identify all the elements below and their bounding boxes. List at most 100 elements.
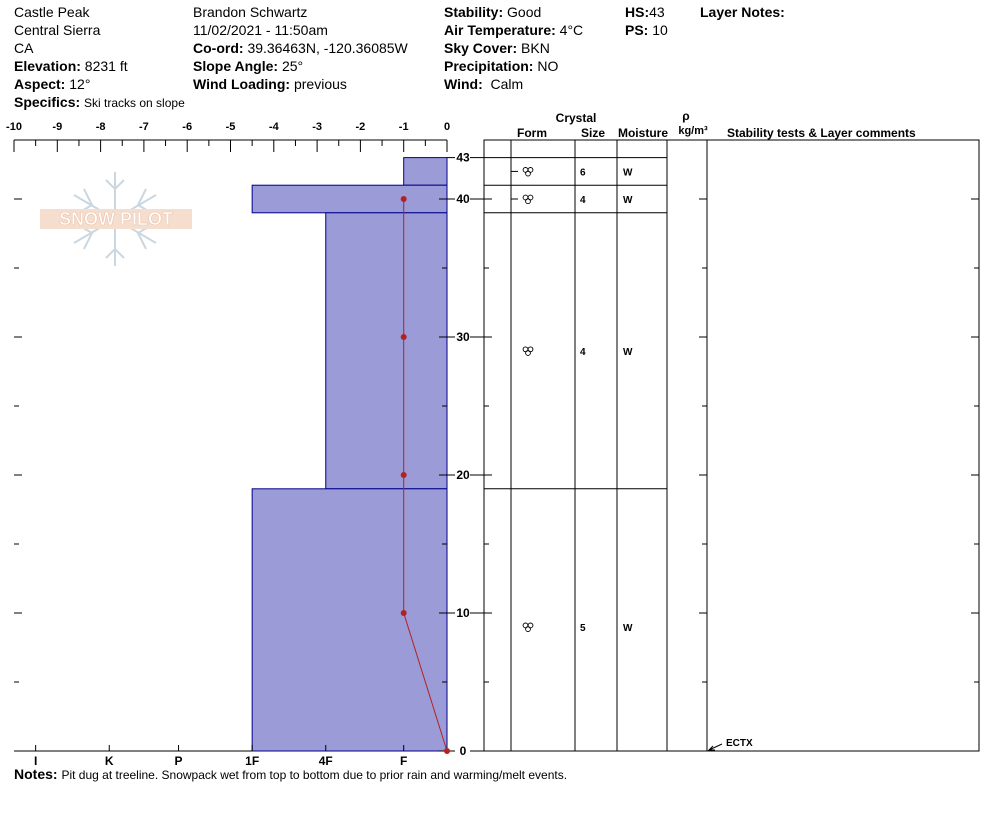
coordinates: Co-ord: 39.36463N, -120.36085W	[193, 40, 408, 57]
crystal-header: Crystal	[556, 111, 597, 125]
temp-tick-label: -4	[269, 121, 280, 133]
temp-tick-label: -9	[52, 121, 62, 133]
stability-label: Stability:	[444, 4, 504, 20]
depth-tick-label: 43	[456, 151, 470, 165]
wind-loading: Wind Loading: previous	[193, 76, 347, 93]
layer-size: 4	[580, 347, 586, 358]
hardness-bar	[325, 212, 448, 490]
slope-label: Slope Angle:	[193, 58, 279, 74]
temp-tick-label: -7	[139, 121, 149, 133]
stability-test-label: ECTX	[726, 738, 753, 749]
depth-tick-label: 10	[456, 606, 470, 620]
ps: PS: 10	[625, 22, 668, 39]
notes: Notes: Pit dug at treeline. Snowpack wet…	[14, 766, 567, 784]
wind-value: Calm	[490, 76, 524, 92]
layer-size: 4	[580, 195, 586, 206]
elevation-value: 8231 ft	[84, 58, 128, 74]
size-header: Size	[581, 126, 605, 140]
wind-loading-label: Wind Loading:	[193, 76, 291, 92]
depth-tick-label: 30	[456, 330, 470, 344]
depth-tick-label: 40	[456, 192, 470, 206]
stability-value: Good	[507, 4, 542, 20]
layer-size: 6	[580, 167, 586, 178]
hs: HS:43	[625, 4, 665, 21]
elevation-label: Elevation:	[14, 58, 81, 74]
snowpilot-logo: SNOW PILOT	[40, 172, 192, 266]
layer-moisture: W	[623, 195, 633, 206]
sky-value: BKN	[521, 40, 550, 56]
layer-moisture: W	[623, 623, 633, 634]
specifics: Specifics: Ski tracks on slope	[14, 94, 185, 112]
temp-tick-label: -5	[226, 121, 236, 133]
ps-label: PS:	[625, 22, 649, 38]
depth-tick-label: 20	[456, 468, 470, 482]
air-temp-value: 4°C	[559, 22, 584, 38]
wind-loading-value: previous	[293, 76, 347, 92]
aspect-label: Aspect:	[14, 76, 66, 92]
observer: Brandon Schwartz	[193, 4, 308, 20]
melt-form-icon	[522, 167, 534, 177]
temp-tick-label: -2	[356, 121, 366, 133]
comments-header: Stability tests & Layer comments	[727, 126, 916, 140]
stability: Stability: Good	[444, 4, 541, 21]
stability-test-arrowhead	[707, 745, 715, 751]
ps-value: 10	[652, 22, 668, 38]
temperature-point	[400, 334, 407, 340]
notes-value: Pit dug at treeline. Snowpack wet from t…	[61, 768, 568, 782]
layer-notes-label: Layer Notes:	[700, 4, 785, 20]
datetime: 11/02/2021 - 11:50am	[193, 22, 328, 38]
hardness-tick-label: K	[105, 754, 114, 768]
air-temperature: Air Temperature: 4°C	[444, 22, 583, 39]
aspect: Aspect: 12°	[14, 76, 90, 93]
slope-value: 25°	[281, 58, 304, 74]
sky-cover: Sky Cover: BKN	[444, 40, 550, 57]
hardness-tick-label: 1F	[245, 754, 259, 768]
temp-tick-label: -8	[96, 121, 106, 133]
hardness-tick-label: F	[400, 754, 407, 768]
melt-form-icon	[522, 622, 534, 632]
wind: Wind: Calm	[444, 76, 523, 93]
state: CA	[14, 40, 34, 56]
aspect-value: 12°	[69, 76, 91, 92]
hardness-bar	[251, 488, 448, 752]
melt-form-icon-grain	[525, 350, 531, 356]
temp-tick-label: -1	[399, 121, 409, 133]
temperature-point	[444, 748, 450, 754]
precipitation: Precipitation: NO	[444, 58, 558, 75]
layer-table-frame	[483, 139, 980, 752]
layer-moisture: W	[623, 347, 633, 358]
stability-test-arrow	[708, 743, 723, 751]
sky-label: Sky Cover:	[444, 40, 518, 56]
hardness-bar	[251, 184, 448, 214]
temp-tick-label: -10	[6, 121, 22, 133]
melt-form-icon-grain	[525, 198, 531, 205]
notes-label: Notes:	[14, 766, 58, 782]
form-header: Form	[517, 126, 547, 140]
temperature-point	[400, 196, 407, 202]
hardness-tick-label: P	[175, 754, 183, 768]
layer-moisture: W	[623, 167, 633, 178]
specifics-value: Ski tracks on slope	[84, 96, 185, 110]
hs-value: 43	[649, 4, 665, 20]
wind-label: Wind:	[444, 76, 483, 92]
layer-size: 5	[580, 623, 586, 634]
range: Central Sierra	[14, 22, 101, 38]
melt-form-icon	[522, 346, 534, 356]
logo-text: SNOW PILOT	[59, 209, 173, 229]
temperature-point	[400, 610, 407, 616]
hardness-tick-label: 4F	[319, 754, 333, 768]
moisture-header: Moisture	[618, 126, 668, 140]
depth-tick-label: 0	[460, 744, 467, 758]
temp-tick-label: -3	[312, 121, 322, 133]
temp-tick-label: 0	[444, 121, 450, 133]
melt-form-icon	[522, 194, 534, 205]
rho-header: ρ	[682, 109, 689, 123]
temp-tick-label: -6	[182, 121, 192, 133]
location: Castle Peak	[14, 4, 90, 20]
coord-label: Co-ord:	[193, 40, 244, 56]
elevation: Elevation: 8231 ft	[14, 58, 128, 75]
melt-form-icon-grain	[525, 170, 531, 177]
density-header: kg/m³	[678, 125, 708, 137]
coord-value: 39.36463N, -120.36085W	[247, 40, 408, 56]
